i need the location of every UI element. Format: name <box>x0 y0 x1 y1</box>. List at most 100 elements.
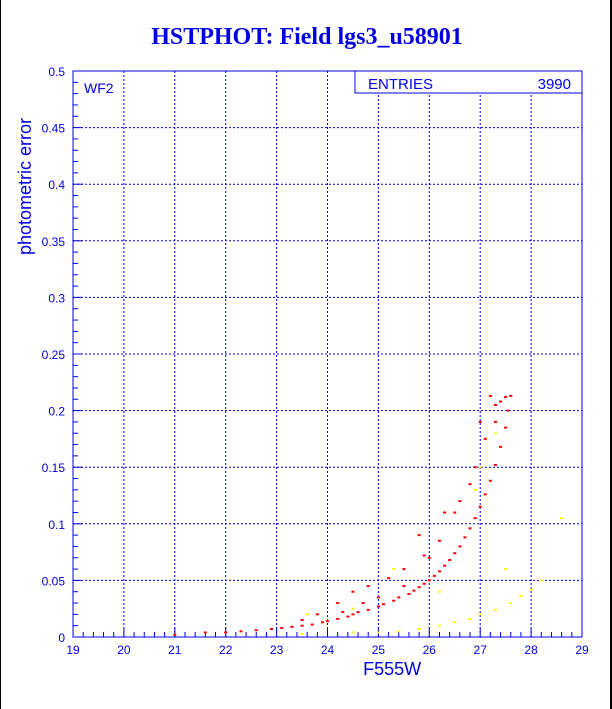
x-tick-label: 29 <box>575 643 589 657</box>
data-point-main <box>376 596 380 599</box>
data-point-main <box>402 568 406 571</box>
data-point-main <box>499 400 503 403</box>
data-point-main <box>270 628 274 631</box>
data-point-main <box>437 539 441 542</box>
data-point-secondary <box>504 568 508 571</box>
stats-label: ENTRIES <box>368 76 433 93</box>
data-point-main <box>412 589 416 592</box>
plot-frame <box>72 70 583 638</box>
x-tick-label: 21 <box>168 643 182 657</box>
data-point-main <box>483 437 487 440</box>
data-point-main <box>320 621 324 624</box>
data-point-main <box>356 611 360 614</box>
data-point-main <box>427 556 431 559</box>
x-axis-label: F555W <box>363 659 421 679</box>
x-tick-label: 24 <box>321 643 335 657</box>
data-point-secondary <box>560 517 564 520</box>
y-tick-label: 0.45 <box>42 122 66 136</box>
data-point-main <box>458 545 462 548</box>
data-point-main <box>478 420 482 423</box>
data-point-main <box>473 466 477 469</box>
data-point-main <box>407 592 411 595</box>
data-point-main <box>422 554 426 557</box>
data-point-secondary <box>478 466 482 469</box>
data-point-secondary <box>417 628 421 631</box>
data-point-main <box>351 590 355 593</box>
data-point-secondary <box>437 590 441 593</box>
data-point-main <box>381 603 385 606</box>
data-point-secondary <box>478 613 482 616</box>
data-point-main <box>300 624 304 627</box>
data-point-main <box>427 579 431 582</box>
y-tick-label: 0.5 <box>48 65 65 79</box>
stats-box <box>354 70 583 94</box>
panel-label: WF2 <box>84 80 114 96</box>
y-tick-label: 0.05 <box>42 574 66 588</box>
y-axis-label: photometric error <box>15 118 35 255</box>
x-tick-label: 22 <box>219 643 233 657</box>
data-point-main <box>499 445 503 448</box>
y-tick-label: 0.3 <box>48 291 65 305</box>
data-point-secondary <box>493 608 497 611</box>
data-point-secondary <box>529 588 533 591</box>
data-point-main <box>488 394 492 397</box>
data-point-main <box>453 552 457 555</box>
data-point-secondary <box>509 602 513 605</box>
data-point-main <box>463 536 467 539</box>
x-tick-label: 19 <box>66 643 80 657</box>
data-point-main <box>493 403 497 406</box>
data-point-main <box>280 626 284 629</box>
data-point-main <box>326 620 329 623</box>
data-point-main <box>239 630 243 633</box>
data-point-main <box>417 586 421 589</box>
data-point-main <box>366 608 370 611</box>
data-point-main <box>443 511 447 514</box>
data-point-main <box>224 631 228 634</box>
data-point-main <box>488 479 492 482</box>
data-point-secondary <box>300 632 304 635</box>
data-point-secondary <box>305 613 309 616</box>
data-point-main <box>341 611 345 614</box>
data-point-main <box>437 570 441 573</box>
data-point-secondary <box>351 607 355 610</box>
data-point-main <box>376 605 380 608</box>
data-point-main <box>448 559 452 562</box>
data-point-secondary <box>351 631 355 634</box>
y-tick-label: 0.25 <box>42 348 66 362</box>
data-point-main <box>458 500 462 503</box>
data-point-main <box>402 585 406 588</box>
x-tick-label: 28 <box>524 643 538 657</box>
data-point-main <box>417 534 421 537</box>
data-point-main <box>504 396 508 399</box>
y-tick-label: 0.1 <box>48 518 65 532</box>
y-tick-label: 0.15 <box>42 461 66 475</box>
data-point-main <box>351 613 355 616</box>
data-point-secondary <box>539 579 543 582</box>
data-point-main <box>483 493 487 496</box>
data-point-main <box>422 582 426 585</box>
data-point-main <box>346 615 350 618</box>
data-point-main <box>478 505 482 508</box>
data-point-main <box>432 574 436 577</box>
data-point-secondary <box>493 432 497 435</box>
x-tick-label: 26 <box>423 643 437 657</box>
data-point-main <box>361 602 365 605</box>
data-point-main <box>254 629 258 632</box>
data-point-main <box>509 394 513 397</box>
chart-title: HSTPHOT: Field lgs3_u58901 <box>151 24 463 50</box>
data-point-main <box>387 577 391 580</box>
data-point-main <box>392 599 396 602</box>
x-tick-label: 20 <box>117 643 131 657</box>
data-point-main <box>468 527 472 530</box>
x-tick-label: 23 <box>270 643 284 657</box>
data-point-main <box>173 633 177 636</box>
data-point-main <box>315 613 319 616</box>
data-point-secondary <box>437 624 441 627</box>
data-point-main <box>397 596 401 599</box>
data-point-main <box>443 564 447 567</box>
stats-value: 3990 <box>538 76 571 93</box>
data-point-main <box>336 617 340 620</box>
data-point-main <box>300 619 304 622</box>
data-point-main <box>366 585 370 588</box>
